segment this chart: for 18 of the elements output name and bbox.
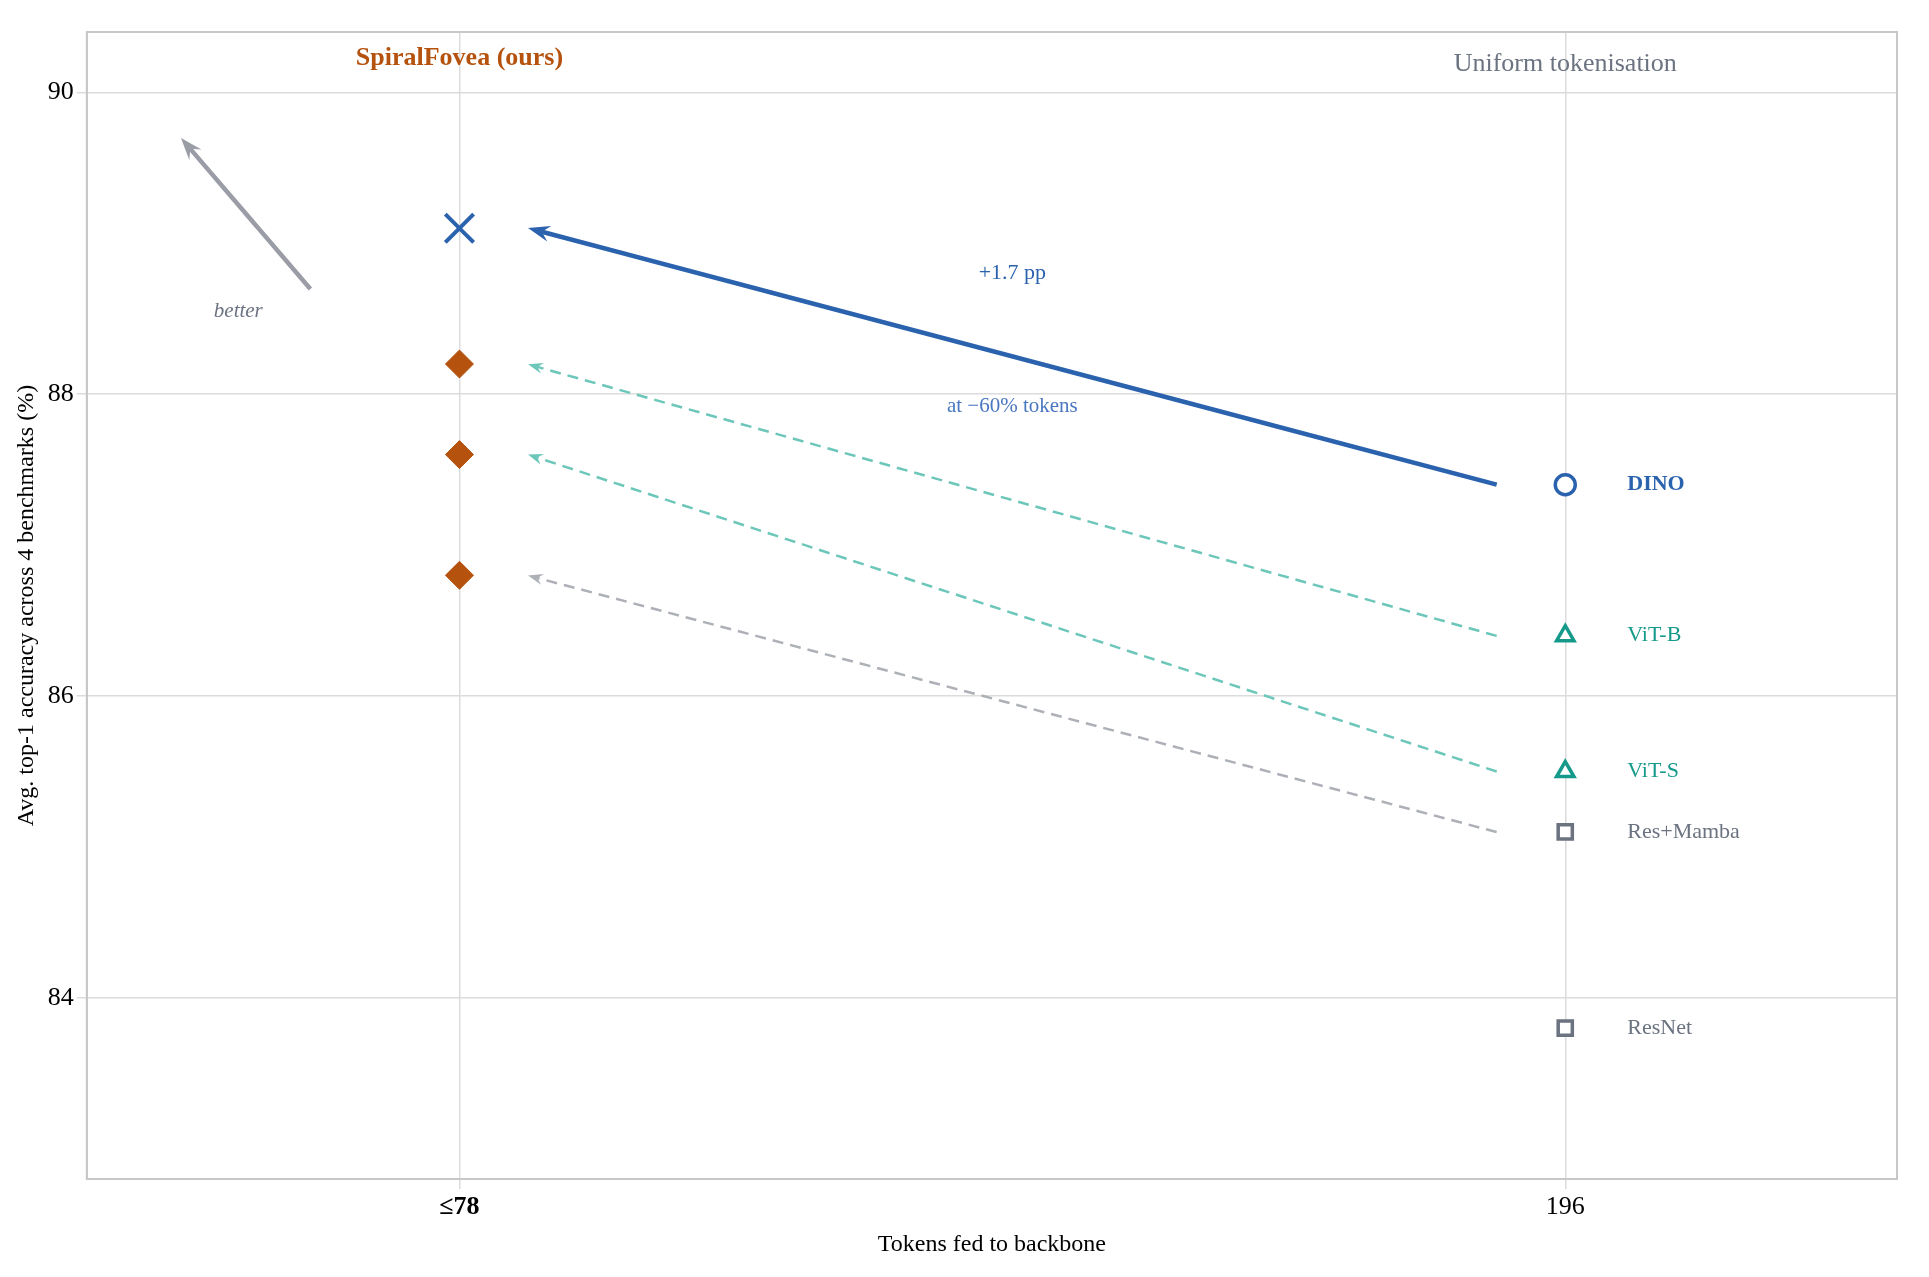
text: Res+Mamba [1627,817,1741,843]
x-tick-label: 196 [1545,1191,1585,1221]
text: ViT-B [1627,621,1682,647]
annotation: better [213,297,264,322]
annotation: +1.7 pp [978,259,1047,285]
x-axis-title: Tokens fed to backbone [877,1229,1107,1256]
text: ViT-S [1627,757,1679,783]
annotation: Uniform tokenisation [1453,47,1677,77]
y-tick-label: 84 [47,981,74,1011]
y-tick-label: 88 [47,378,74,408]
y-axis-title: Avg. top-1 accuracy across 4 benchmarks (%) [11,384,38,827]
x-tick-label: ≤78 [439,1191,480,1221]
text: ResNet [1627,1013,1693,1039]
annotation: SpiralFovea (ours) [355,41,564,71]
y-tick-label: 90 [47,76,74,106]
text: DINO [1627,470,1685,496]
y-tick-label: 86 [47,679,74,709]
annotation: at −60% tokens [946,392,1078,417]
